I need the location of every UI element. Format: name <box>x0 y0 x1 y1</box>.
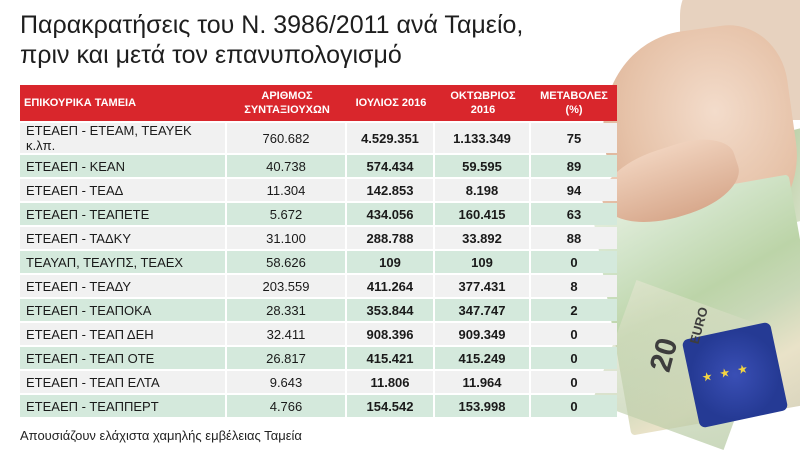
header-funds: ΕΠΙΚΟΥΡΙΚΑ ΤΑΜΕΙΑ <box>20 85 227 121</box>
cell-july: 574.434 <box>347 155 435 177</box>
cell-change: 94 <box>531 179 617 201</box>
cell-october: 153.998 <box>435 395 531 417</box>
table-row: ΕΤΕΑΕΠ - ΤΕΑΔΥ 203.559 411.264 377.431 8 <box>20 275 617 297</box>
cell-pensioners: 26.817 <box>227 347 347 369</box>
cell-pensioners: 58.626 <box>227 251 347 273</box>
table-header-row: ΕΠΙΚΟΥΡΙΚΑ ΤΑΜΕΙΑ ΑΡΙΘΜΟΣ ΣΥΝΤΑΞΙΟΥΧΩΝ Ι… <box>20 85 617 121</box>
page-title: Παρακρατήσεις του Ν. 3986/2011 ανά Ταμεί… <box>20 10 580 70</box>
cell-july: 411.264 <box>347 275 435 297</box>
header-october: ΟΚΤΩΒΡΙΟΣ 2016 <box>435 85 531 121</box>
cell-change: 8 <box>531 275 617 297</box>
cell-fund: ΕΤΕΑΕΠ - ΕΤΕΑΜ, ΤΕΑΥΕΚ κ.λπ. <box>20 123 227 153</box>
cell-pensioners: 31.100 <box>227 227 347 249</box>
table-body: ΕΤΕΑΕΠ - ΕΤΕΑΜ, ΤΕΑΥΕΚ κ.λπ. 760.682 4.529… <box>20 123 617 417</box>
cell-change: 0 <box>531 395 617 417</box>
header-change: ΜΕΤΑΒΟΛΕΣ (%) <box>531 85 617 121</box>
cell-change: 2 <box>531 299 617 321</box>
table-row: ΕΤΕΑΕΠ - ΤΕΑΔ 11.304 142.853 8.198 94 <box>20 179 617 201</box>
footnote: Απουσιάζουν ελάχιστα χαμηλής εμβέλειας Τ… <box>20 428 302 443</box>
cell-july: 154.542 <box>347 395 435 417</box>
cell-change: 0 <box>531 323 617 345</box>
table-row: ΕΤΕΑΕΠ - ΚΕΑΝ 40.738 574.434 59.595 89 <box>20 155 617 177</box>
cell-change: 63 <box>531 203 617 225</box>
cell-october: 909.349 <box>435 323 531 345</box>
cell-pensioners: 32.411 <box>227 323 347 345</box>
cell-change: 0 <box>531 251 617 273</box>
cell-pensioners: 760.682 <box>227 123 347 153</box>
table-row: ΕΤΕΑΕΠ - ΕΤΕΑΜ, ΤΕΑΥΕΚ κ.λπ. 760.682 4.529… <box>20 123 617 153</box>
cell-july: 415.421 <box>347 347 435 369</box>
cell-october: 59.595 <box>435 155 531 177</box>
table-row: ΕΤΕΑΕΠ - ΤΕΑΠ ΔΕΗ 32.411 908.396 909.349 0 <box>20 323 617 345</box>
cell-october: 109 <box>435 251 531 273</box>
funds-table: ΕΠΙΚΟΥΡΙΚΑ ΤΑΜΕΙΑ ΑΡΙΘΜΟΣ ΣΥΝΤΑΞΙΟΥΧΩΝ Ι… <box>20 83 617 419</box>
cell-fund: ΕΤΕΑΕΠ - ΤΕΑΠ ΔΕΗ <box>20 323 227 345</box>
title-line-2: πριν και μετά τον επανυπολογισμό <box>20 41 402 69</box>
table-row: ΕΤΕΑΕΠ - ΤΕΑΠΠΕΡΤ 4.766 154.542 153.998 0 <box>20 395 617 417</box>
cell-july: 288.788 <box>347 227 435 249</box>
cell-fund: ΕΤΕΑΕΠ - ΤΑΔΚΥ <box>20 227 227 249</box>
title-line-1: Παρακρατήσεις του Ν. 3986/2011 ανά Ταμεί… <box>20 11 524 39</box>
cell-july: 142.853 <box>347 179 435 201</box>
cell-pensioners: 203.559 <box>227 275 347 297</box>
banknotes-hand-photo: 20 EURO <box>540 0 800 460</box>
table-row: ΕΤΕΑΕΠ - ΤΕΑΠΕΤΕ 5.672 434.056 160.415 63 <box>20 203 617 225</box>
cell-july: 434.056 <box>347 203 435 225</box>
cell-july: 908.396 <box>347 323 435 345</box>
cell-fund: ΕΤΕΑΕΠ - ΤΕΑΠΕΤΕ <box>20 203 227 225</box>
cell-pensioners: 4.766 <box>227 395 347 417</box>
cell-october: 1.133.349 <box>435 123 531 153</box>
cell-fund: ΕΤΕΑΕΠ - ΤΕΑΔ <box>20 179 227 201</box>
table-row: ΕΤΕΑΕΠ - ΤΕΑΠΟΚΑ 28.331 353.844 347.747 2 <box>20 299 617 321</box>
cell-fund: ΕΤΕΑΕΠ - ΚΕΑΝ <box>20 155 227 177</box>
cell-july: 11.806 <box>347 371 435 393</box>
cell-pensioners: 28.331 <box>227 299 347 321</box>
cell-july: 109 <box>347 251 435 273</box>
table-row: ΕΤΕΑΕΠ - ΤΕΑΠ ΟΤΕ 26.817 415.421 415.249 0 <box>20 347 617 369</box>
cell-october: 377.431 <box>435 275 531 297</box>
table-row: ΤΕΑΥΑΠ, ΤΕΑΥΠΣ, ΤΕΑΕΧ 58.626 109 109 0 <box>20 251 617 273</box>
table-row: ΕΤΕΑΕΠ - ΤΕΑΠ ΕΛΤΑ 9.643 11.806 11.964 0 <box>20 371 617 393</box>
cell-october: 33.892 <box>435 227 531 249</box>
cell-fund: ΕΤΕΑΕΠ - ΤΕΑΔΥ <box>20 275 227 297</box>
cell-pensioners: 9.643 <box>227 371 347 393</box>
cell-july: 4.529.351 <box>347 123 435 153</box>
cell-change: 75 <box>531 123 617 153</box>
header-pensioners: ΑΡΙΘΜΟΣ ΣΥΝΤΑΞΙΟΥΧΩΝ <box>227 85 347 121</box>
cell-change: 89 <box>531 155 617 177</box>
table-row: ΕΤΕΑΕΠ - ΤΑΔΚΥ 31.100 288.788 33.892 88 <box>20 227 617 249</box>
cell-october: 347.747 <box>435 299 531 321</box>
cell-change: 88 <box>531 227 617 249</box>
cell-pensioners: 5.672 <box>227 203 347 225</box>
cell-october: 160.415 <box>435 203 531 225</box>
cell-october: 8.198 <box>435 179 531 201</box>
cell-fund: ΕΤΕΑΕΠ - ΤΕΑΠ ΕΛΤΑ <box>20 371 227 393</box>
cell-october: 11.964 <box>435 371 531 393</box>
cell-fund: ΕΤΕΑΕΠ - ΤΕΑΠΟΚΑ <box>20 299 227 321</box>
cell-fund: ΕΤΕΑΕΠ - ΤΕΑΠΠΕΡΤ <box>20 395 227 417</box>
cell-october: 415.249 <box>435 347 531 369</box>
cell-pensioners: 40.738 <box>227 155 347 177</box>
cell-fund: ΤΕΑΥΑΠ, ΤΕΑΥΠΣ, ΤΕΑΕΧ <box>20 251 227 273</box>
cell-pensioners: 11.304 <box>227 179 347 201</box>
cell-change: 0 <box>531 371 617 393</box>
cell-july: 353.844 <box>347 299 435 321</box>
cell-change: 0 <box>531 347 617 369</box>
cell-fund: ΕΤΕΑΕΠ - ΤΕΑΠ ΟΤΕ <box>20 347 227 369</box>
header-july: ΙΟΥΛΙΟΣ 2016 <box>347 85 435 121</box>
